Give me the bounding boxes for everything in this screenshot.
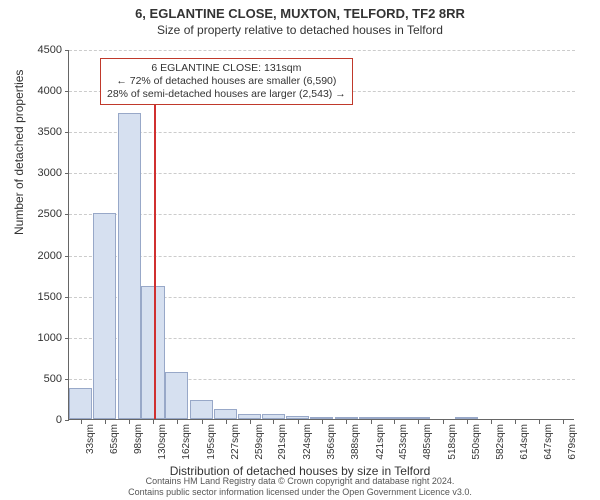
chart-title: 6, EGLANTINE CLOSE, MUXTON, TELFORD, TF2… bbox=[0, 0, 600, 37]
xtick-label: 195sqm bbox=[206, 424, 217, 460]
ytick-mark bbox=[65, 420, 69, 421]
histogram-bar bbox=[69, 388, 92, 419]
xtick-mark bbox=[563, 420, 564, 424]
xtick-mark bbox=[177, 420, 178, 424]
xtick-label: 130sqm bbox=[157, 424, 168, 460]
xtick-mark bbox=[346, 420, 347, 424]
ytick-label: 1000 bbox=[22, 332, 62, 344]
xtick-label: 679sqm bbox=[567, 424, 578, 460]
ytick-label: 1500 bbox=[22, 291, 62, 303]
ytick-mark bbox=[65, 338, 69, 339]
xtick-label: 614sqm bbox=[519, 424, 530, 460]
xtick-label: 485sqm bbox=[422, 424, 433, 460]
ytick-mark bbox=[65, 297, 69, 298]
ytick-label: 500 bbox=[22, 373, 62, 385]
histogram-bar bbox=[455, 417, 478, 419]
property-marker-line bbox=[154, 105, 156, 420]
plot-region: 05001000150020002500300035004000450033sq… bbox=[68, 50, 574, 420]
chart-area: 05001000150020002500300035004000450033sq… bbox=[68, 50, 574, 420]
footer-line2: Contains public sector information licen… bbox=[0, 487, 600, 498]
histogram-bar bbox=[382, 417, 405, 419]
xtick-mark bbox=[467, 420, 468, 424]
xtick-label: 388sqm bbox=[350, 424, 361, 460]
xtick-label: 33sqm bbox=[85, 424, 96, 454]
histogram-bar bbox=[406, 417, 429, 419]
xtick-mark bbox=[298, 420, 299, 424]
xtick-label: 291sqm bbox=[277, 424, 288, 460]
annotation-line1: 6 EGLANTINE CLOSE: 131sqm bbox=[107, 62, 346, 75]
xtick-mark bbox=[418, 420, 419, 424]
annotation-line3: 28% of semi-detached houses are larger (… bbox=[107, 88, 346, 101]
xtick-label: 259sqm bbox=[254, 424, 265, 460]
ytick-label: 2000 bbox=[22, 250, 62, 262]
xtick-label: 550sqm bbox=[471, 424, 482, 460]
xtick-mark bbox=[226, 420, 227, 424]
ytick-mark bbox=[65, 91, 69, 92]
xtick-label: 324sqm bbox=[302, 424, 313, 460]
grid-line bbox=[69, 50, 575, 51]
xtick-label: 227sqm bbox=[230, 424, 241, 460]
xtick-label: 421sqm bbox=[375, 424, 386, 460]
xtick-mark bbox=[202, 420, 203, 424]
histogram-bar bbox=[190, 400, 213, 419]
histogram-bar bbox=[93, 213, 116, 419]
xtick-mark bbox=[443, 420, 444, 424]
xtick-label: 647sqm bbox=[543, 424, 554, 460]
ytick-mark bbox=[65, 379, 69, 380]
ytick-mark bbox=[65, 50, 69, 51]
ytick-label: 2500 bbox=[22, 208, 62, 220]
xtick-mark bbox=[105, 420, 106, 424]
grid-line bbox=[69, 173, 575, 174]
histogram-bar bbox=[262, 414, 285, 419]
histogram-bar bbox=[238, 414, 261, 419]
xtick-mark bbox=[539, 420, 540, 424]
ytick-label: 4000 bbox=[22, 85, 62, 97]
ytick-mark bbox=[65, 132, 69, 133]
histogram-bar bbox=[141, 286, 164, 419]
xtick-label: 98sqm bbox=[133, 424, 144, 454]
xtick-mark bbox=[322, 420, 323, 424]
histogram-bar bbox=[359, 417, 382, 419]
grid-line bbox=[69, 256, 575, 257]
xtick-label: 582sqm bbox=[495, 424, 506, 460]
title-line2: Size of property relative to detached ho… bbox=[0, 23, 600, 37]
histogram-bar bbox=[118, 113, 141, 419]
xtick-mark bbox=[153, 420, 154, 424]
histogram-bar bbox=[286, 416, 309, 419]
xtick-label: 162sqm bbox=[181, 424, 192, 460]
grid-line bbox=[69, 214, 575, 215]
ytick-mark bbox=[65, 214, 69, 215]
xtick-mark bbox=[491, 420, 492, 424]
ytick-label: 4500 bbox=[22, 44, 62, 56]
xtick-mark bbox=[81, 420, 82, 424]
ytick-mark bbox=[65, 173, 69, 174]
histogram-bar bbox=[335, 417, 358, 419]
histogram-bar bbox=[310, 417, 333, 419]
xtick-mark bbox=[250, 420, 251, 424]
histogram-bar bbox=[214, 409, 237, 419]
property-annotation: 6 EGLANTINE CLOSE: 131sqm ← 72% of detac… bbox=[100, 58, 353, 105]
xtick-mark bbox=[273, 420, 274, 424]
grid-line bbox=[69, 132, 575, 133]
xtick-label: 518sqm bbox=[447, 424, 458, 460]
title-line1: 6, EGLANTINE CLOSE, MUXTON, TELFORD, TF2… bbox=[0, 6, 600, 21]
xtick-mark bbox=[129, 420, 130, 424]
footer-attribution: Contains HM Land Registry data © Crown c… bbox=[0, 476, 600, 498]
xtick-mark bbox=[394, 420, 395, 424]
ytick-mark bbox=[65, 256, 69, 257]
ytick-label: 3500 bbox=[22, 126, 62, 138]
xtick-label: 356sqm bbox=[326, 424, 337, 460]
ytick-label: 3000 bbox=[22, 167, 62, 179]
xtick-label: 65sqm bbox=[109, 424, 120, 454]
xtick-mark bbox=[515, 420, 516, 424]
footer-line1: Contains HM Land Registry data © Crown c… bbox=[0, 476, 600, 487]
xtick-label: 453sqm bbox=[398, 424, 409, 460]
ytick-label: 0 bbox=[22, 414, 62, 426]
histogram-bar bbox=[165, 372, 188, 419]
annotation-line2: ← 72% of detached houses are smaller (6,… bbox=[107, 75, 346, 88]
xtick-mark bbox=[371, 420, 372, 424]
